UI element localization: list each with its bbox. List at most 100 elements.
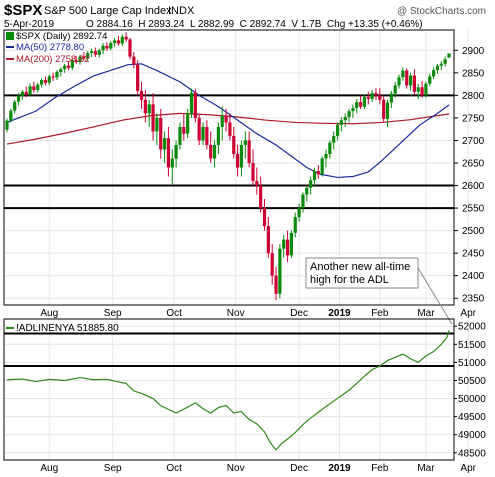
candle-body-8 <box>36 84 40 90</box>
candle-body-41 <box>162 138 167 150</box>
price-tick-label-2500: 2500 <box>462 226 485 237</box>
candle-body-88 <box>343 117 347 121</box>
candle-body-64 <box>251 162 255 182</box>
candle-body-1 <box>9 110 13 121</box>
candle-body-93 <box>362 97 367 107</box>
adl-tick-label-51000: 51000 <box>458 358 486 369</box>
candle-body-52 <box>205 126 209 145</box>
candle-body-38 <box>151 104 155 132</box>
adl-tick-label-49500: 49500 <box>458 412 486 423</box>
candle-body-104 <box>405 70 409 86</box>
adl-legend-label: !ADLINENYA 51885.80 <box>16 323 119 334</box>
price-date-label-7: Mar <box>417 308 435 319</box>
candle-body-77 <box>301 194 305 209</box>
candle-body-55 <box>216 126 220 145</box>
candle-body-100 <box>389 93 393 103</box>
ohlc-values: O 2884.16 H 2893.24 L 2882.99 C 2892.74 … <box>86 19 423 30</box>
candle-body-59 <box>232 135 236 154</box>
price-tick-label-2900: 2900 <box>462 46 485 57</box>
candle-body-84 <box>328 142 332 154</box>
index-exchange: INDX <box>168 5 195 17</box>
price-date-label-5: 2019 <box>328 308 351 319</box>
candle-body-11 <box>47 76 51 83</box>
price-date-label-3: Nov <box>227 308 245 319</box>
candle-body-86 <box>335 124 340 136</box>
candle-body-20 <box>82 56 86 59</box>
candle-body-105 <box>408 75 413 86</box>
candle-body-16 <box>66 65 71 68</box>
candle-body-74 <box>289 232 294 256</box>
adl-line <box>6 330 450 451</box>
price-date-label-0: Aug <box>40 308 58 319</box>
candle-body-0 <box>5 120 9 130</box>
adl-tick-label-49000: 49000 <box>458 430 486 441</box>
candle-body-37 <box>147 104 151 114</box>
price-tick-label-2700: 2700 <box>462 136 485 147</box>
candle-body-34 <box>136 64 140 91</box>
candle-body-27 <box>109 43 113 49</box>
price-date-label-2: Oct <box>166 308 182 319</box>
candle-body-63 <box>247 140 251 163</box>
quote-date: 5-Apr-2019 <box>4 19 54 30</box>
candle-body-112 <box>435 65 440 71</box>
candle-body-3 <box>16 95 21 102</box>
candle-body-102 <box>397 77 401 86</box>
candle-body-40 <box>159 117 163 150</box>
candle-body-12 <box>51 76 55 78</box>
adl-date-label-4: Dec <box>290 463 308 474</box>
candle-body-33 <box>132 56 136 65</box>
candle-body-69 <box>270 253 274 276</box>
adl-date-label-8: Apr <box>460 463 476 474</box>
candle-body-15 <box>63 65 67 70</box>
annotation-pointer <box>417 267 453 325</box>
candle-body-61 <box>239 144 244 168</box>
adl-date-label-2: Oct <box>166 463 182 474</box>
price-candles <box>5 32 451 301</box>
adl-tick-label-52000: 52000 <box>458 322 486 333</box>
candle-body-111 <box>432 70 436 77</box>
adl-panel-frame <box>3 318 455 461</box>
adl-date-label-6: Feb <box>371 463 389 474</box>
candle-body-70 <box>274 275 278 294</box>
candle-body-108 <box>420 87 424 96</box>
candle-body-4 <box>20 91 24 96</box>
candle-body-47 <box>186 113 190 134</box>
candle-body-97 <box>378 95 382 100</box>
candle-body-95 <box>370 93 374 99</box>
candle-body-91 <box>355 102 359 108</box>
price-axis: 2350 2400 2450 2500 2550 2600 2650 2700 2750 2800… <box>454 46 485 305</box>
candle-body-90 <box>351 107 355 112</box>
candle-body-29 <box>116 40 121 44</box>
price-panel-frame <box>3 29 455 306</box>
candle-body-30 <box>120 36 124 44</box>
candle-body-51 <box>201 126 205 141</box>
candle-body-98 <box>382 99 386 119</box>
candle-body-92 <box>359 102 363 107</box>
candle-body-36 <box>143 99 147 114</box>
candle-body-106 <box>412 75 417 92</box>
price-tick-label-2800: 2800 <box>462 91 485 102</box>
annotation-line-1: Another new all-time <box>310 261 410 273</box>
candle-body-60 <box>236 153 240 168</box>
candle-body-79 <box>309 180 313 188</box>
adl-tick-label-50500: 50500 <box>458 376 486 387</box>
candle-body-56 <box>220 115 224 127</box>
candle-body-10 <box>43 80 48 83</box>
candle-body-6 <box>28 86 32 95</box>
candle-body-32 <box>128 39 132 57</box>
candle-body-107 <box>416 87 420 92</box>
candle-body-73 <box>285 239 290 256</box>
candle-body-19 <box>78 56 82 63</box>
adl-date-label-3: Nov <box>227 463 245 474</box>
candle-body-103 <box>401 70 405 78</box>
price-legend-label: $SPX (Daily) 2892.74 <box>16 31 107 42</box>
candle-body-17 <box>70 60 74 68</box>
price-date-axis: Aug Sep Oct Nov Dec 2019 Feb Mar Apr <box>40 308 476 319</box>
candle-body-113 <box>439 63 443 66</box>
candle-body-82 <box>320 158 324 175</box>
ma200-legend-label: MA(200) 2758.82 <box>16 54 89 65</box>
candle-body-71 <box>278 248 282 294</box>
adl-axis: 48500 49000 49500 50000 50500 51000 51500 52000 <box>454 322 486 459</box>
candle-body-9 <box>39 80 44 85</box>
